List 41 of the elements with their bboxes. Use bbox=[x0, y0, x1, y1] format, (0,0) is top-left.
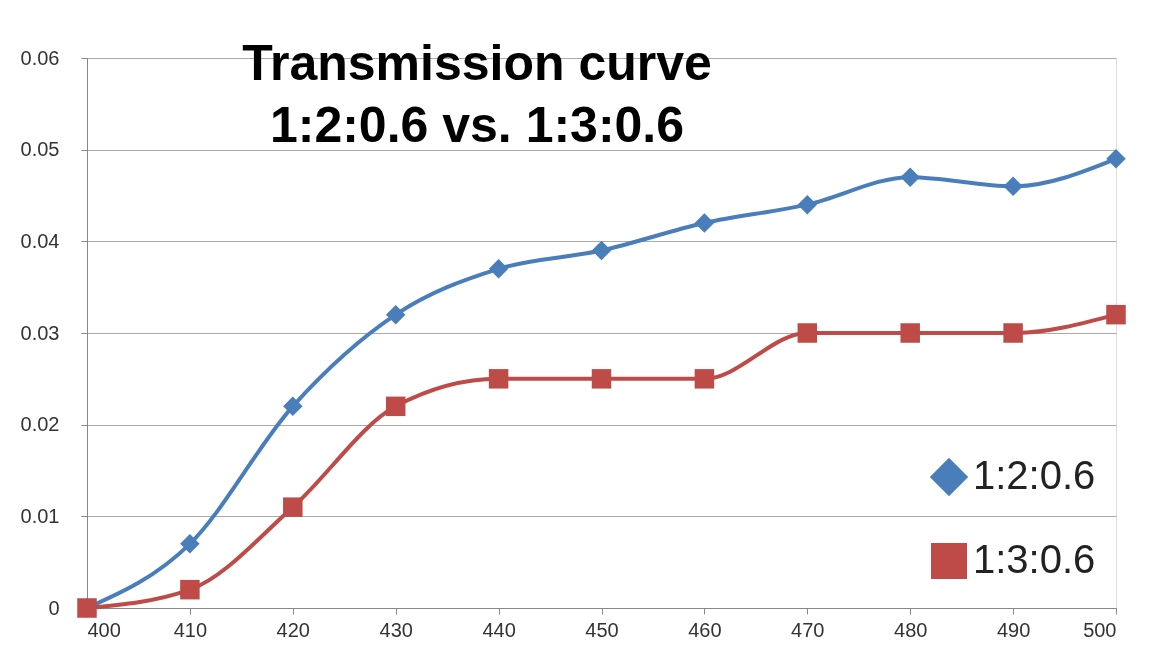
x-tick-label: 500 bbox=[1083, 618, 1117, 641]
point bbox=[488, 259, 509, 279]
chart-title: Transmission curve 1:2:0.6 vs. 1:3:0.6 bbox=[242, 35, 712, 153]
point bbox=[283, 396, 303, 417]
y-tick-label: 0.02 bbox=[20, 413, 60, 436]
x-tick-label: 460 bbox=[688, 618, 722, 641]
point bbox=[694, 369, 715, 389]
point bbox=[900, 323, 920, 343]
y-tick-label: 0.06 bbox=[20, 46, 60, 69]
point bbox=[797, 323, 818, 343]
point bbox=[591, 369, 612, 389]
point bbox=[591, 240, 612, 261]
y-tick-label: 0.04 bbox=[20, 229, 60, 252]
x-tick-label: 410 bbox=[173, 618, 208, 641]
point bbox=[1003, 176, 1023, 197]
y-tick-label: 0.03 bbox=[20, 321, 60, 344]
point bbox=[797, 194, 818, 215]
point bbox=[385, 396, 406, 417]
point bbox=[180, 579, 200, 600]
x-tick-label: 400 bbox=[87, 618, 121, 641]
point bbox=[1003, 323, 1023, 343]
point bbox=[488, 369, 509, 389]
y-tick-label: 0.01 bbox=[20, 504, 60, 527]
point bbox=[900, 167, 920, 187]
x-tick-label: 470 bbox=[791, 618, 825, 641]
x-tick-label: 480 bbox=[894, 618, 928, 641]
y-tick-label: 0 bbox=[48, 596, 60, 619]
x-tick-label: 490 bbox=[996, 618, 1031, 641]
point bbox=[1106, 304, 1126, 325]
legend-label: 1:2:0.6 bbox=[973, 453, 1096, 497]
point bbox=[1106, 149, 1126, 169]
point bbox=[694, 213, 715, 233]
point bbox=[283, 497, 303, 517]
point bbox=[180, 534, 200, 554]
point bbox=[385, 304, 406, 325]
x-tick-label: 420 bbox=[276, 618, 310, 641]
x-tick-label: 430 bbox=[379, 618, 413, 641]
y-tick-label: 0.05 bbox=[20, 138, 60, 161]
x-tick-label: 440 bbox=[482, 618, 516, 641]
x-tick-label: 450 bbox=[585, 618, 619, 641]
legend-label: 1:3:0.6 bbox=[973, 537, 1096, 581]
